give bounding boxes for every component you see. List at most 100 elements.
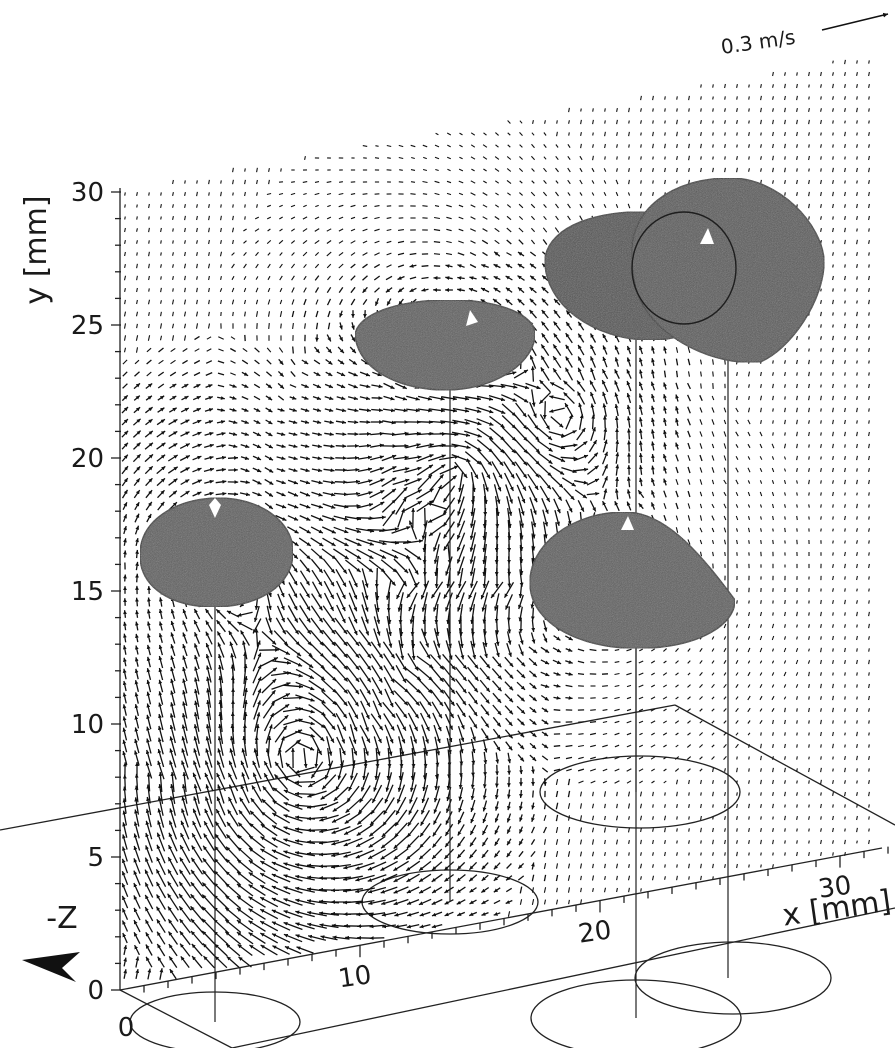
velocity-vector <box>808 191 810 197</box>
velocity-vector <box>700 827 702 833</box>
velocity-vector <box>591 203 595 209</box>
velocity-vector <box>553 672 561 676</box>
velocity-vector <box>469 544 476 564</box>
velocity-vector <box>868 455 870 461</box>
velocity-vector <box>158 621 163 631</box>
velocity-vector <box>700 371 702 377</box>
velocity-vector <box>638 417 643 427</box>
velocity-vector <box>309 642 325 658</box>
velocity-vector <box>567 215 571 221</box>
velocity-vector <box>820 731 822 737</box>
velocity-vector <box>844 288 846 292</box>
velocity-vector <box>373 263 381 269</box>
velocity-vector <box>443 701 455 719</box>
velocity-vector <box>808 119 810 125</box>
velocity-vector <box>482 788 487 800</box>
velocity-vector <box>675 696 679 700</box>
velocity-vector <box>541 286 549 294</box>
velocity-vector <box>687 672 691 676</box>
velocity-vector <box>724 132 726 136</box>
velocity-vector <box>334 701 348 719</box>
velocity-vector <box>429 654 445 670</box>
velocity-vector <box>193 736 201 756</box>
velocity-vector <box>760 528 762 532</box>
velocity-vector <box>167 931 179 945</box>
velocity-vector <box>676 167 678 173</box>
velocity-vector <box>795 659 799 665</box>
velocity-vector <box>338 263 344 269</box>
velocity-vector <box>121 454 129 462</box>
velocity-vector <box>144 453 154 463</box>
velocity-vector <box>577 768 585 772</box>
velocity-vector <box>543 156 547 160</box>
velocity-vector <box>490 449 504 467</box>
velocity-vector <box>760 792 762 796</box>
velocity-vector <box>856 635 858 641</box>
velocity-vector <box>479 460 491 480</box>
velocity-vector <box>675 394 679 402</box>
velocity-vector <box>808 683 810 689</box>
velocity-vector <box>736 83 738 89</box>
velocity-vector <box>147 968 152 980</box>
velocity-vector <box>518 631 524 645</box>
velocity-vector <box>507 765 511 775</box>
velocity-vector <box>421 276 429 280</box>
velocity-vector <box>357 479 373 485</box>
velocity-vector <box>416 667 434 681</box>
velocity-vector <box>227 809 239 827</box>
velocity-vector <box>513 369 529 379</box>
velocity-vector <box>440 420 458 425</box>
velocity-vector <box>276 432 286 436</box>
velocity-vector <box>268 323 270 329</box>
velocity-vector <box>531 180 535 184</box>
velocity-vector <box>540 694 550 702</box>
velocity-vector <box>321 678 337 694</box>
velocity-vector <box>446 216 452 220</box>
velocity-vector <box>326 228 332 232</box>
velocity-vector <box>440 475 458 489</box>
velocity-vector <box>357 491 373 497</box>
velocity-vector <box>868 611 870 617</box>
velocity-vector <box>146 667 152 681</box>
velocity-vector <box>506 850 512 858</box>
velocity-vector <box>146 359 152 365</box>
velocity-vector <box>374 240 380 244</box>
velocity-vector <box>204 796 214 816</box>
velocity-vector <box>868 744 870 748</box>
velocity-vector <box>181 748 189 768</box>
velocity-vector <box>736 132 738 136</box>
velocity-vector <box>146 726 152 742</box>
velocity-vector <box>422 736 429 756</box>
velocity-vector <box>386 144 392 148</box>
velocity-vector <box>306 828 328 833</box>
velocity-vector <box>362 275 368 281</box>
velocity-vector <box>712 767 714 773</box>
velocity-vector <box>542 191 548 197</box>
velocity-vector <box>266 239 272 245</box>
velocity-vector <box>549 464 565 476</box>
velocity-vector <box>267 735 272 757</box>
velocity-vector <box>457 726 465 742</box>
velocity-vector <box>723 503 727 509</box>
velocity-vector <box>253 700 261 720</box>
velocity-vector <box>308 679 326 693</box>
velocity-vector <box>748 384 750 388</box>
velocity-vector <box>266 347 272 353</box>
velocity-vector <box>457 714 465 730</box>
velocity-vector <box>302 239 308 245</box>
velocity-vector <box>553 684 561 688</box>
velocity-vector <box>482 204 488 208</box>
velocity-vector <box>699 407 703 413</box>
velocity-vector <box>458 216 464 220</box>
velocity-vector <box>456 873 466 883</box>
velocity-vector <box>122 359 128 365</box>
velocity-vector <box>808 216 810 220</box>
velocity-vector <box>580 143 582 149</box>
velocity-vector <box>820 803 822 809</box>
velocity-vector <box>760 768 762 772</box>
velocity-vector <box>336 724 346 744</box>
velocity-vector <box>208 179 210 185</box>
velocity-vector <box>832 683 834 689</box>
velocity-vector <box>360 772 370 792</box>
velocity-vector <box>688 167 690 173</box>
